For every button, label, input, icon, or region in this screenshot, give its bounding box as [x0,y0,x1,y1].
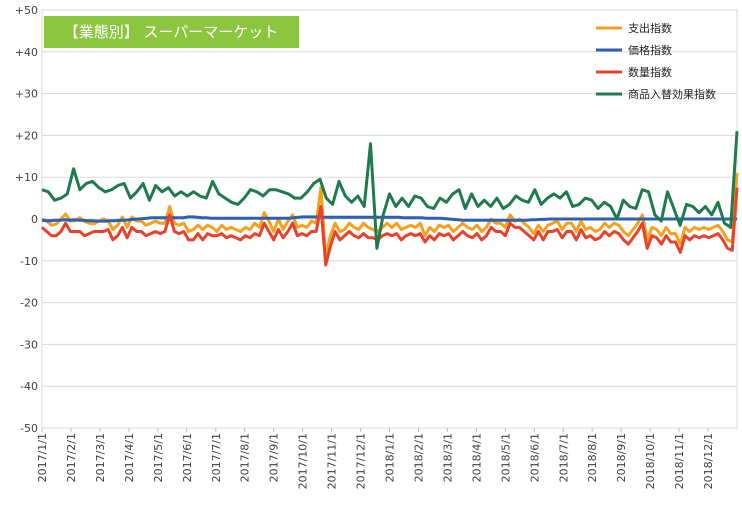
x-tick-label: 2018/2/1 [412,433,425,482]
y-tick-label: +50 [15,4,38,17]
y-tick-label: -40 [20,380,38,393]
x-tick-label: 2017/8/1 [239,433,252,482]
series-line-2 [41,215,737,223]
x-tick-label: 2018/11/1 [673,433,686,489]
y-tick-label: 0 [31,213,38,226]
x-tick-label: 2017/7/1 [210,433,223,482]
y-tick-label: -30 [20,338,38,351]
x-tick-label: 2017/4/1 [123,433,136,482]
x-tick-label: 2018/6/1 [528,433,541,482]
x-tick-label: 2017/6/1 [181,433,194,482]
chart-title-box: 【業態別】 スーパーマーケット [44,16,299,48]
chart-title: 【業態別】 スーパーマーケット [64,23,279,41]
legend-label: 価格指数 [628,43,672,57]
x-tick-label: 2017/9/1 [268,433,281,482]
x-tick-label: 2017/3/1 [94,433,107,482]
legend-label: 支出指数 [628,21,672,35]
y-tick-label: -10 [20,255,38,268]
y-tick-label: -20 [20,297,38,310]
y-axis: +50 +40 +30 +20 +10 0 -10 -20 -30 -40 -50 [15,4,38,435]
y-tick-label: +30 [15,88,38,101]
x-tick-label: 2017/1/1 [36,433,49,482]
x-tick-label: 2017/11/1 [326,433,339,489]
x-tick-label: 2017/10/1 [297,433,310,489]
plot-area [41,131,739,267]
x-tick-label: 2017/12/1 [355,433,368,489]
x-tick-label: 2018/4/1 [470,433,483,482]
series-line-1 [41,172,739,259]
x-tick-label: 2018/12/1 [702,433,715,489]
legend-label: 数量指数 [628,65,672,79]
x-tick-label: 2018/3/1 [441,433,454,482]
y-tick-label: -50 [20,422,38,435]
x-tick-label: 2018/8/1 [586,433,599,482]
y-tick-label: +40 [15,46,38,59]
legend-label: 商品入替効果指数 [628,87,716,101]
y-tick-label: +20 [15,129,38,142]
x-tick-label: 2018/7/1 [557,433,570,482]
x-tick-label: 2017/2/1 [65,433,78,482]
x-tick-label: 2018/9/1 [615,433,628,482]
x-tick-label: 2017/5/1 [152,433,165,482]
x-tick-label: 2018/1/1 [384,433,397,482]
series-line-4 [41,131,739,250]
title-background [44,16,299,48]
y-tick-label: +10 [15,171,38,184]
x-tick-label: 2018/5/1 [499,433,512,482]
series-line-3 [41,187,739,267]
x-axis: 2017/1/1 2017/2/1 2017/3/1 2017/4/1 2017/5/1… [36,428,715,489]
x-tick-label: 2018/10/1 [644,433,657,489]
